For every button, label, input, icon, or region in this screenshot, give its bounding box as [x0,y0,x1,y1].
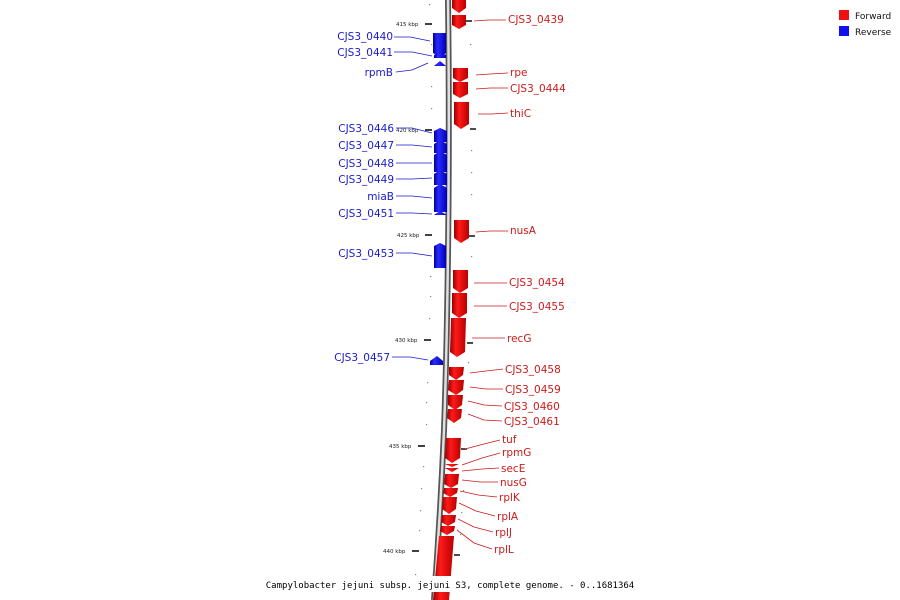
gene-label: rplL [494,544,514,556]
gene-label: CJS3_0460 [504,401,560,413]
gene-nusA [454,220,469,243]
gene-label: rplK [499,492,521,504]
gene-label: CJS3_0448 [338,158,394,170]
gene-rplJ [441,515,456,526]
gene-rpmG [445,464,459,467]
gene-tuf [445,438,461,463]
gene-label: rplJ [495,527,512,539]
gene-thiC [454,102,469,129]
reverse-labels: CJS3_0440 CJS3_0441 rpmB CJS3_0446 CJS3_… [334,31,394,364]
gene-label: nusG [500,477,527,489]
gene-label: rpmB [365,67,393,79]
legend-reverse-swatch [839,26,849,36]
gene-label: CJS3_0461 [504,416,560,428]
gene-rplK [443,488,458,497]
gene-label: CJS3_0454 [509,277,565,289]
tick-label: 430 kbp [395,338,418,344]
gene-CJS3_0441 [434,52,446,58]
gene-label: miaB [367,191,394,203]
tick-label: 425 kbp [397,233,420,239]
gene-miaB [434,184,447,212]
gene-CJS3_0448 [434,151,447,172]
gene-label: CJS3_0446 [338,123,394,135]
caption-bg [278,576,622,592]
gene-label: CJS3_0455 [509,301,565,313]
gene-CJS3_0439a [452,0,466,13]
gene-CJS3_0459 [448,380,464,395]
gene-label: CJS3_0444 [510,83,566,95]
legend-reverse-label: Reverse [855,28,892,38]
gene-label: CJS3_0457 [334,352,390,364]
gene-CJS3_0454 [453,270,468,293]
gene-label: CJS3_0451 [338,208,394,220]
gene-label: CJS3_0440 [337,31,393,43]
gene-rpe [453,68,468,82]
gene-label: CJS3_0441 [337,47,393,59]
gene-CJS3_0439 [452,15,466,29]
gene-label: rplA [497,511,519,523]
gene-label: CJS3_0459 [505,384,561,396]
gene-CJS3_0449 [434,170,447,185]
reverse-leaders [392,36,433,361]
gene-label: tuf [502,434,517,446]
gene-CJS3_0451 [434,211,447,215]
gene-CJS3_0444 [453,82,468,98]
gene-rplL [440,526,455,535]
gene-label: CJS3_0439 [508,14,564,26]
forward-leaders [456,19,509,550]
gene-CJS3_0458 [449,367,464,380]
tick-label: 420 kbp [396,128,419,134]
gene-CJS3_0453 [434,243,446,268]
forward-labels: CJS3_0439 rpe CJS3_0444 thiC nusA CJS3_0… [494,14,566,556]
gene-label: thiC [510,108,531,120]
gene-rpmB [434,61,446,66]
gene-CJS3_0460 [448,395,463,410]
gene-CJS3_0457 [430,356,443,365]
caption: Campylobacter jejuni subsp. jejuni S3, c… [266,581,634,591]
gene-CJS3_0461 [447,409,462,423]
scale-ticks: 415 kbp 420 kbp 425 kbp 430 kbp 435 kbp … [383,22,432,555]
minor-ticks [415,4,473,576]
tick-label: 435 kbp [389,444,412,450]
gene-label: recG [507,333,531,345]
gene-label: CJS3_0449 [338,174,394,186]
legend: Forward Reverse [839,10,892,38]
gene-label: nusA [510,225,537,237]
gene-label: rpmG [502,447,531,459]
legend-forward-swatch [839,10,849,20]
gene-CJS3_0455 [452,293,467,318]
reverse-genes [430,33,447,365]
tick-label: 440 kbp [383,549,406,555]
gene-label: CJS3_0458 [505,364,561,376]
gene-recG [450,318,466,357]
tick-label: 415 kbp [396,22,419,28]
legend-forward-label: Forward [855,12,891,22]
gene-CJS3_0446 [434,128,447,142]
gene-secE [445,468,459,472]
gene-nusG [444,474,459,488]
gene-CJS3_0440 [433,33,446,57]
gene-label: CJS3_0447 [338,140,394,152]
gene-rplA [442,497,457,514]
gene-label: rpe [510,67,527,79]
gene-label: secE [501,463,525,475]
gene-label: CJS3_0453 [338,248,394,260]
gene-CJS3_0447 [434,140,447,153]
